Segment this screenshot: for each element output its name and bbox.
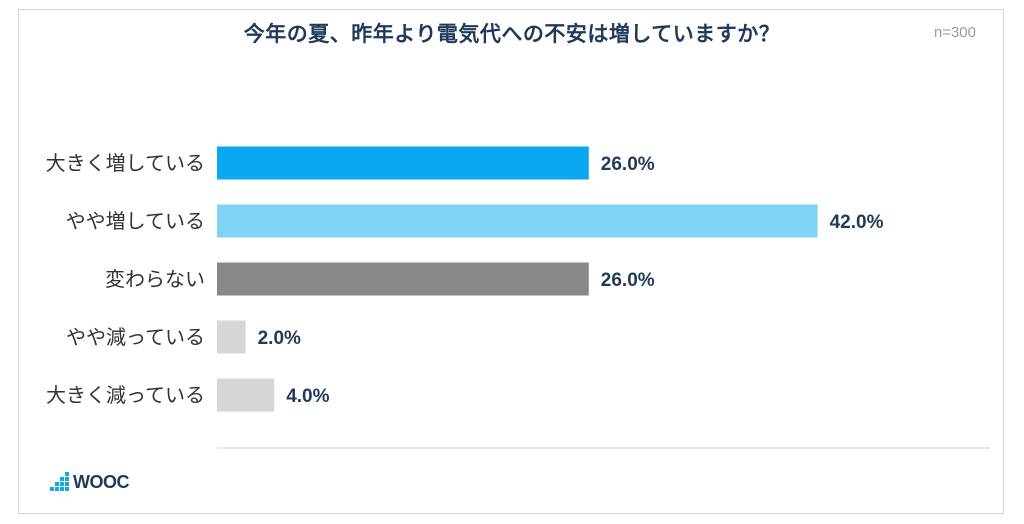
value-label: 26.0% xyxy=(601,270,655,291)
value-label: 2.0% xyxy=(258,328,301,349)
bar xyxy=(217,378,275,412)
bar xyxy=(217,320,246,354)
logo-squares-icon xyxy=(50,471,70,493)
category-label: 大きく増している xyxy=(46,151,205,175)
value-label: 42.0% xyxy=(830,212,884,233)
sample-size-note: n=300 xyxy=(933,24,976,41)
value-label: 26.0% xyxy=(601,154,655,175)
bar xyxy=(217,262,589,296)
category-label: やや減っている xyxy=(66,325,205,349)
category-label: 変わらない xyxy=(105,267,205,291)
value-label: 4.0% xyxy=(286,386,329,407)
bar xyxy=(217,146,589,180)
bars-layer: 大きく増している 26.0% やや増している 42.0% 変わらない 26.0% やや減って… xyxy=(46,146,884,412)
category-label: 大きく減っている xyxy=(46,383,205,407)
bar xyxy=(217,204,818,238)
chart-title: 今年の夏、昨年より電気代への不安は増していますか？ xyxy=(243,22,781,46)
chart-frame xyxy=(18,9,1004,514)
wooc-logo: WOOC xyxy=(50,471,130,493)
logo-text: WOOC xyxy=(73,472,130,492)
category-label: やや増している xyxy=(66,209,205,233)
